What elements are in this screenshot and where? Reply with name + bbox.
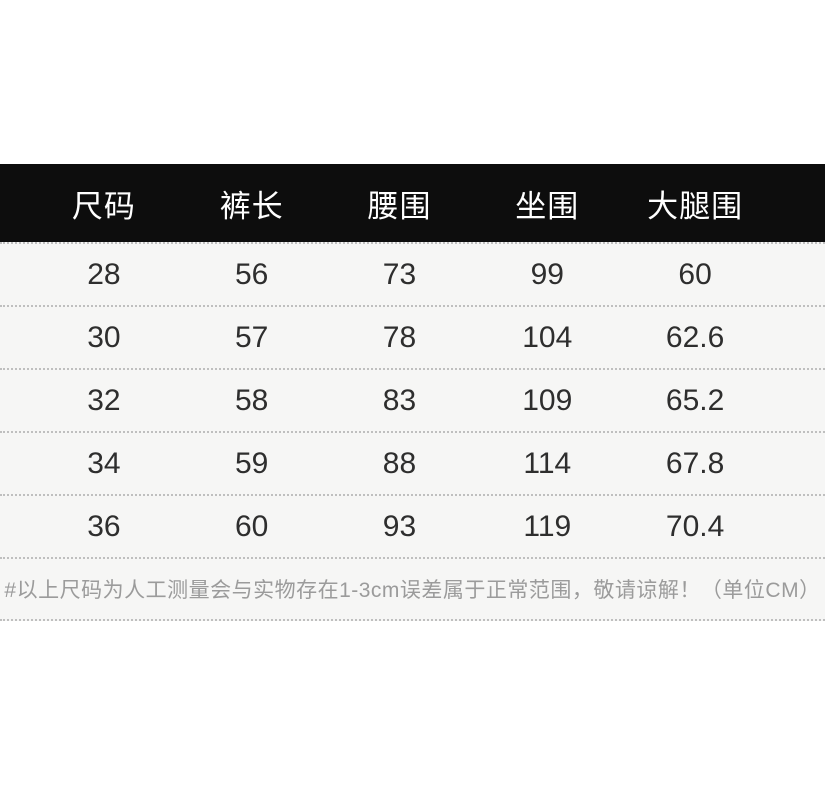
table-cell: 30 — [87, 320, 121, 354]
table-cell: 83 — [382, 383, 417, 417]
column-header-waist: 腰围 — [367, 188, 432, 224]
table-cell: 60 — [235, 509, 269, 543]
column-header-thigh: 大腿围 — [647, 188, 744, 224]
table-cell: 59 — [235, 446, 269, 480]
table-cell: 93 — [382, 509, 417, 543]
table-cell: 56 — [235, 257, 269, 291]
table-cell: 104 — [522, 320, 573, 354]
table-cell: 58 — [235, 383, 269, 417]
table-cell: 88 — [382, 446, 417, 480]
table-row: 28 56 73 99 60 — [0, 242, 825, 305]
table-cell: 114 — [523, 446, 572, 480]
table-cell: 34 — [87, 446, 121, 480]
table-cell: 65.2 — [665, 383, 725, 417]
table-row: 34 59 88 114 67.8 — [0, 431, 825, 494]
column-header-pants-length: 裤长 — [219, 188, 284, 224]
table-row: 30 57 78 104 62.6 — [0, 305, 825, 368]
table-body: 28 56 73 99 60 30 57 78 104 62.6 32 58 8… — [0, 242, 825, 621]
table-row: 36 60 93 119 70.4 — [0, 494, 825, 557]
table-cell: 62.6 — [665, 320, 725, 354]
table-cell: 119 — [523, 509, 572, 543]
table-cell: 73 — [382, 257, 417, 291]
table-cell: 60 — [678, 257, 712, 291]
table-cell: 109 — [522, 383, 573, 417]
table-cell: 78 — [382, 320, 417, 354]
table-cell: 70.4 — [665, 509, 725, 543]
measurement-disclaimer: #以上尺码为人工测量会与实物存在1-3cm误差属于正常范围，敬请谅解！（单位CM… — [0, 557, 825, 621]
table-cell: 28 — [87, 257, 121, 291]
table-cell: 57 — [235, 320, 269, 354]
table-header-row: 尺码 裤长 腰围 坐围 大腿围 — [0, 164, 825, 242]
footnote-text: #以上尺码为人工测量会与实物存在1-3cm误差属于正常范围，敬请谅解！（单位CM… — [4, 579, 821, 602]
size-chart-table: 尺码 裤长 腰围 坐围 大腿围 28 56 73 99 60 30 57 78 … — [0, 164, 825, 621]
table-cell: 99 — [530, 257, 564, 291]
column-header-size: 尺码 — [71, 188, 136, 224]
table-cell: 67.8 — [665, 446, 725, 480]
table-cell: 36 — [87, 509, 121, 543]
table-cell: 32 — [87, 383, 121, 417]
column-header-hip: 坐围 — [515, 188, 580, 224]
table-row: 32 58 83 109 65.2 — [0, 368, 825, 431]
